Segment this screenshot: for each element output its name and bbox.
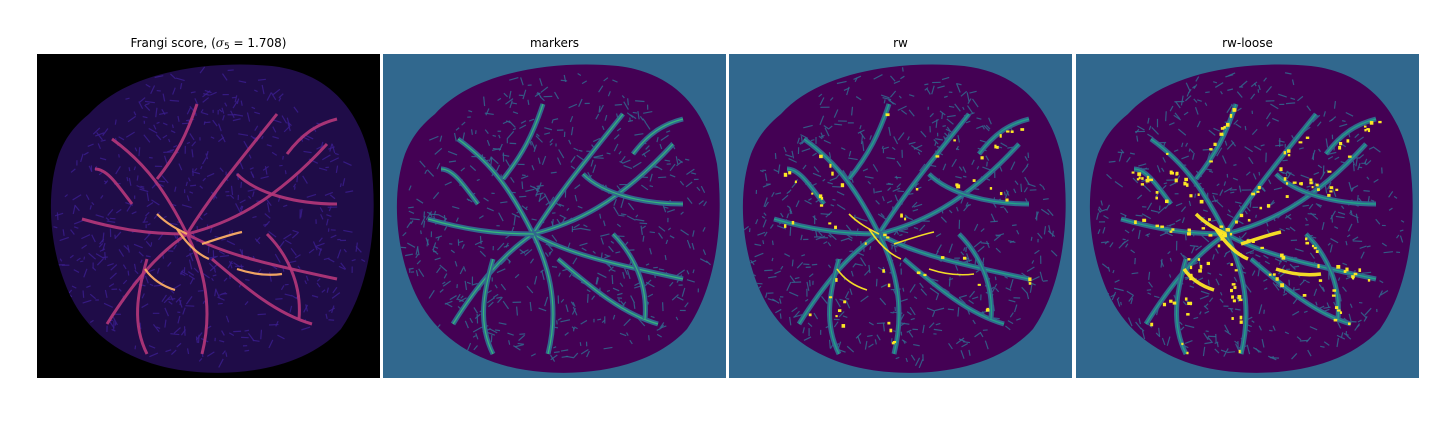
rw-loose-canvas <box>1076 54 1419 378</box>
sigma-subscript: 5 <box>224 42 230 52</box>
rw-loose-image <box>1076 54 1419 378</box>
panel-title-frangi: Frangi score, (σ5 = 1.708) <box>130 36 287 52</box>
sigma-symbol: σ <box>215 36 224 50</box>
panel-title-rw-loose: rw-loose <box>1222 36 1273 50</box>
markers-canvas <box>383 54 726 378</box>
markers-image <box>383 54 726 378</box>
rw-canvas <box>729 54 1072 378</box>
panel-title-rw: rw <box>893 36 908 50</box>
frangi-score-canvas <box>37 54 380 378</box>
panel-title-markers: markers <box>529 36 580 50</box>
rw-image <box>729 54 1072 378</box>
frangi-score-image <box>37 54 380 378</box>
